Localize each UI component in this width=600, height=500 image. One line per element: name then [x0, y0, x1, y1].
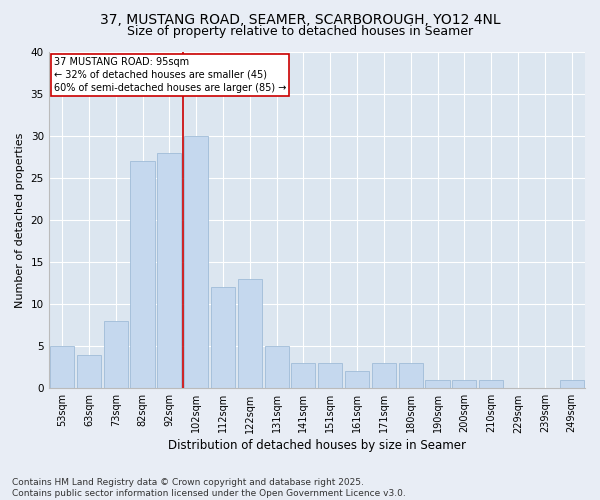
- Bar: [398, 363, 423, 388]
- Text: Contains HM Land Registry data © Crown copyright and database right 2025.
Contai: Contains HM Land Registry data © Crown c…: [12, 478, 406, 498]
- Bar: [157, 152, 181, 388]
- Text: Size of property relative to detached houses in Seamer: Size of property relative to detached ho…: [127, 25, 473, 38]
- Bar: [452, 380, 476, 388]
- Y-axis label: Number of detached properties: Number of detached properties: [15, 132, 25, 308]
- Bar: [50, 346, 74, 389]
- Bar: [479, 380, 503, 388]
- Text: 37 MUSTANG ROAD: 95sqm
← 32% of detached houses are smaller (45)
60% of semi-det: 37 MUSTANG ROAD: 95sqm ← 32% of detached…: [54, 56, 286, 93]
- Bar: [292, 363, 316, 388]
- Bar: [425, 380, 449, 388]
- Bar: [130, 161, 155, 388]
- Bar: [265, 346, 289, 389]
- Text: 37, MUSTANG ROAD, SEAMER, SCARBOROUGH, YO12 4NL: 37, MUSTANG ROAD, SEAMER, SCARBOROUGH, Y…: [100, 12, 500, 26]
- Bar: [372, 363, 396, 388]
- Bar: [184, 136, 208, 388]
- X-axis label: Distribution of detached houses by size in Seamer: Distribution of detached houses by size …: [168, 440, 466, 452]
- Bar: [318, 363, 343, 388]
- Bar: [211, 288, 235, 388]
- Bar: [104, 321, 128, 388]
- Bar: [560, 380, 584, 388]
- Bar: [77, 354, 101, 388]
- Bar: [345, 372, 369, 388]
- Bar: [238, 279, 262, 388]
